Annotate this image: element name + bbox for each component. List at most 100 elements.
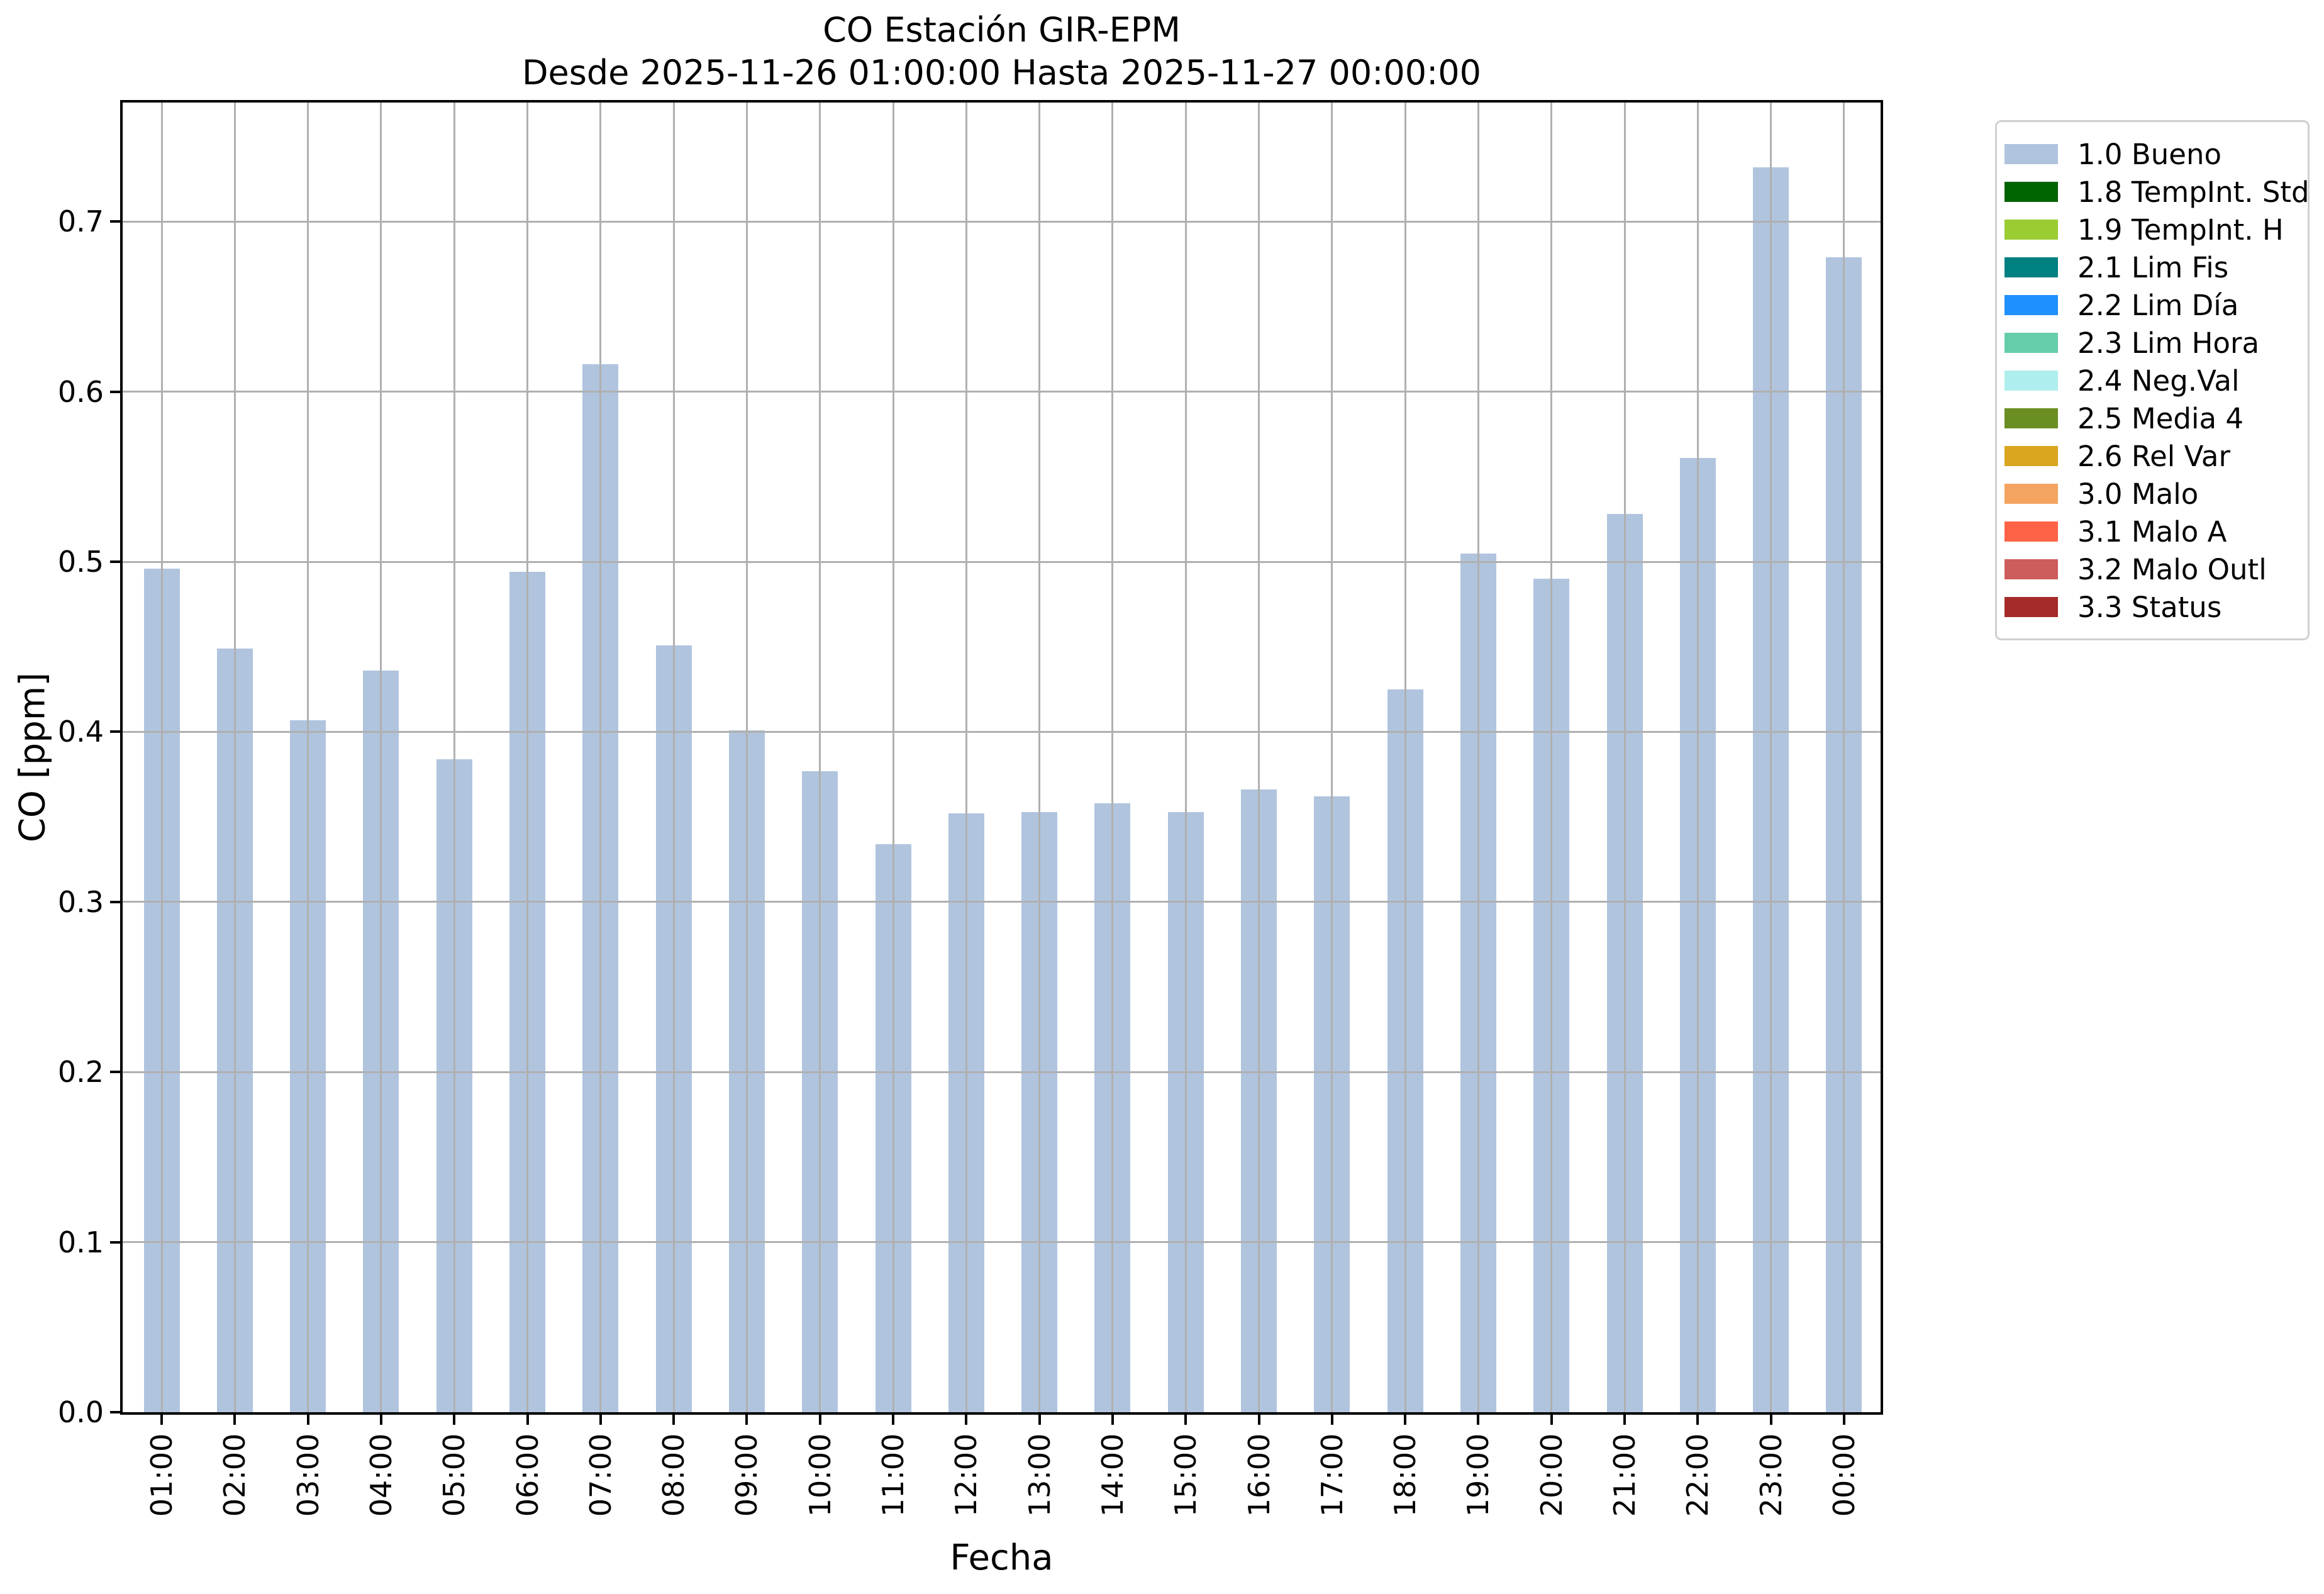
x-gridline <box>1184 103 1187 1412</box>
legend-row: 3.3 Status <box>2004 588 2308 626</box>
x-gridline <box>160 103 163 1412</box>
x-tick <box>1038 1412 1041 1425</box>
y-tick-label: 0.2 <box>57 1055 104 1090</box>
x-tick-label: 09:00 <box>730 1433 764 1517</box>
legend-swatch <box>2004 257 2058 277</box>
y-gridline <box>123 730 1881 733</box>
x-gridline <box>745 103 748 1412</box>
chart-subtitle: Desde 2025-11-26 01:00:00 Hasta 2025-11-… <box>521 53 1482 92</box>
x-tick-label: 08:00 <box>657 1433 691 1517</box>
x-tick-label: 19:00 <box>1461 1433 1496 1517</box>
legend-row: 2.2 Lim Día <box>2004 286 2308 324</box>
x-gridline <box>380 103 382 1412</box>
x-gridline <box>307 103 309 1412</box>
x-tick-label: 13:00 <box>1022 1433 1057 1517</box>
x-gridline <box>1258 103 1260 1412</box>
x-tick <box>233 1412 236 1425</box>
legend-row: 1.8 TempInt. Std <box>2004 173 2310 211</box>
x-tick-label: 23:00 <box>1754 1433 1788 1517</box>
x-gridline <box>1038 103 1041 1412</box>
legend-label: 2.6 Rel Var <box>2077 439 2230 473</box>
y-axis-label: CO [ppm] <box>12 672 53 843</box>
x-tick <box>1111 1412 1114 1425</box>
x-axis-label: Fecha <box>950 1537 1054 1578</box>
legend-swatch <box>2004 521 2058 542</box>
legend-label: 1.9 TempInt. H <box>2077 213 2284 247</box>
y-tick <box>110 390 123 393</box>
x-gridline <box>672 103 675 1412</box>
x-tick-label: 06:00 <box>510 1433 545 1517</box>
y-tick-label: 0.0 <box>57 1395 104 1429</box>
y-tick-label: 0.4 <box>57 715 104 749</box>
x-tick <box>892 1412 894 1425</box>
legend-swatch <box>2004 333 2058 353</box>
y-gridline <box>123 901 1881 903</box>
x-gridline <box>1477 103 1479 1412</box>
x-tick <box>818 1412 821 1425</box>
legend-label: 3.3 Status <box>2077 590 2222 624</box>
legend-row: 2.3 Lim Hora <box>2004 324 2308 362</box>
x-gridline <box>965 103 967 1412</box>
plot-area: 0.0 0.1 0.2 0.3 0.4 0.5 0.6 0.7 01:00 02:00 03:00 0… <box>58 100 1883 1517</box>
x-gridline <box>526 103 528 1412</box>
x-tick <box>965 1412 968 1425</box>
legend-swatch <box>2004 182 2058 202</box>
x-tick-label: 21:00 <box>1608 1433 1642 1517</box>
y-gridline <box>123 1241 1881 1244</box>
legend-row: 2.1 Lim Fis <box>2004 248 2308 286</box>
y-tick <box>110 220 123 223</box>
x-tick-label: 00:00 <box>1826 1433 1861 1517</box>
x-tick <box>1477 1412 1480 1425</box>
x-tick <box>1257 1412 1260 1425</box>
legend-swatch <box>2004 484 2058 504</box>
x-tick-label: 18:00 <box>1388 1433 1423 1517</box>
y-tick-label: 0.5 <box>57 545 104 579</box>
x-tick-label: 02:00 <box>218 1433 252 1517</box>
y-tick-label: 0.6 <box>57 374 104 409</box>
x-gridline <box>892 103 894 1412</box>
legend-swatch <box>2004 144 2058 164</box>
y-tick <box>110 1240 123 1244</box>
x-tick-label: 10:00 <box>803 1433 837 1517</box>
x-tick-label: 12:00 <box>949 1433 984 1517</box>
x-tick-label: 22:00 <box>1681 1433 1715 1517</box>
legend-swatch <box>2004 371 2058 391</box>
legend-label: 2.1 Lim Fis <box>2077 250 2229 284</box>
x-gridline <box>599 103 602 1412</box>
legend-swatch <box>2004 295 2058 315</box>
y-tick-label: 0.7 <box>57 204 104 239</box>
legend-swatch <box>2004 408 2058 428</box>
x-gridline <box>1404 103 1406 1412</box>
x-tick <box>599 1412 602 1425</box>
legend-row: 3.1 Malo A <box>2004 513 2308 550</box>
y-tick <box>110 560 123 564</box>
legend-row: 2.4 Neg.Val <box>2004 362 2308 399</box>
legend-swatch <box>2004 597 2058 617</box>
x-gridline <box>1111 103 1114 1412</box>
legend-label: 3.0 Malo <box>2077 477 2199 511</box>
x-tick <box>160 1412 163 1425</box>
legend-row: 2.5 Media 4 <box>2004 399 2308 437</box>
y-gridline <box>123 560 1881 563</box>
x-tick-label: 16:00 <box>1242 1433 1276 1517</box>
x-tick-label: 04:00 <box>364 1433 398 1517</box>
x-tick-label: 05:00 <box>437 1433 472 1517</box>
x-tick-label: 03:00 <box>291 1433 325 1517</box>
x-gridline <box>1770 103 1772 1412</box>
x-tick <box>1623 1412 1626 1425</box>
legend-swatch <box>2004 220 2058 240</box>
x-tick <box>306 1412 309 1425</box>
x-tick-label: 15:00 <box>1169 1433 1203 1517</box>
x-tick <box>1696 1412 1699 1425</box>
y-gridline <box>123 1071 1881 1073</box>
legend-label: 3.1 Malo A <box>2077 515 2227 549</box>
x-gridline <box>233 103 236 1412</box>
y-tick <box>110 900 123 903</box>
x-gridline <box>1843 103 1845 1412</box>
legend-label: 2.3 Lim Hora <box>2077 326 2260 360</box>
legend-row: 1.0 Bueno <box>2004 135 2308 173</box>
x-tick <box>1330 1412 1333 1425</box>
chart-title: CO Estación GIR-EPM <box>823 10 1181 50</box>
